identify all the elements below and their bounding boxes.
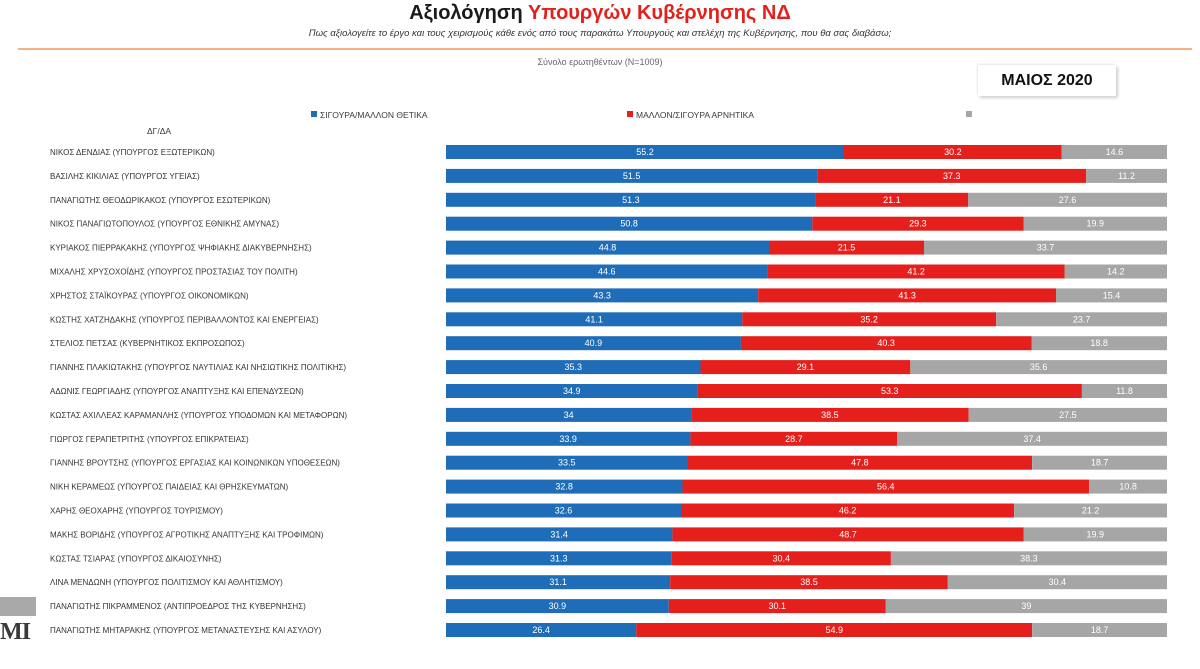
value-label-no-answer: 37.4 <box>1023 434 1041 444</box>
row-label: ΚΩΣΤΗΣ ΧΑΤΖΗΔΑΚΗΣ (ΥΠΟΥΡΓΟΣ ΠΕΡΙΒΑΛΛΟΝΤΟ… <box>50 315 319 324</box>
value-label-positive: 51.3 <box>622 195 640 205</box>
value-label-positive: 44.6 <box>598 267 616 277</box>
value-label-no-answer: 18.7 <box>1091 625 1109 635</box>
value-label-no-answer: 35.6 <box>1030 362 1048 372</box>
value-label-negative: 47.8 <box>851 458 869 468</box>
value-label-negative: 28.7 <box>785 434 803 444</box>
value-label-positive: 35.3 <box>565 362 583 372</box>
value-label-negative: 30.4 <box>773 553 791 563</box>
value-label-positive: 32.8 <box>555 482 573 492</box>
value-label-negative: 54.9 <box>826 625 844 635</box>
value-label-positive: 51.5 <box>623 171 641 181</box>
value-label-positive: 31.4 <box>550 529 568 539</box>
value-label-no-answer: 11.8 <box>1116 386 1133 396</box>
value-label-negative: 38.5 <box>800 577 818 587</box>
value-label-no-answer: 18.7 <box>1091 458 1109 468</box>
value-label-negative: 29.1 <box>797 362 815 372</box>
value-label-no-answer: 39 <box>1021 601 1031 611</box>
value-label-negative: 46.2 <box>839 506 857 516</box>
row-label: ΚΥΡΙΑΚΟΣ ΠΙΕΡΡΑΚΑΚΗΣ (ΥΠΟΥΡΓΟΣ ΨΗΦΙΑΚΗΣ … <box>50 244 312 253</box>
row-label: ΒΑΣΙΛΗΣ ΚΙΚΙΛΙΑΣ (ΥΠΟΥΡΓΟΣ ΥΓΕΙΑΣ) <box>50 172 200 181</box>
value-label-no-answer: 21.2 <box>1082 506 1100 516</box>
value-label-positive: 41.1 <box>585 314 603 324</box>
value-label-positive: 40.9 <box>585 338 603 348</box>
row-label: ΚΩΣΤΑΣ ΤΣΙΑΡΑΣ (ΥΠΟΥΡΓΟΣ ΔΙΚΑΙΟΣΥΝΗΣ) <box>50 554 222 563</box>
value-label-negative: 30.1 <box>769 601 787 611</box>
value-label-positive: 31.1 <box>549 577 567 587</box>
value-label-no-answer: 15.4 <box>1103 290 1121 300</box>
value-label-positive: 30.9 <box>549 601 567 611</box>
value-label-no-answer: 19.9 <box>1087 219 1105 229</box>
value-label-negative: 30.2 <box>944 147 962 157</box>
row-label: ΠΑΝΑΓΙΩΤΗΣ ΠΙΚΡΑΜΜΕΝΟΣ (ΑΝΤΙΠΡΟΕΔΡΟΣ ΤΗΣ… <box>50 602 306 611</box>
value-label-positive: 55.2 <box>636 147 654 157</box>
value-label-no-answer: 18.8 <box>1090 338 1108 348</box>
value-label-no-answer: 11.2 <box>1118 171 1135 181</box>
row-label: ΚΩΣΤΑΣ ΑΧΙΛΛΕΑΣ ΚΑΡΑΜΑΝΛΗΣ (ΥΠΟΥΡΓΟΣ ΥΠΟ… <box>50 411 347 420</box>
value-label-positive: 50.8 <box>620 219 638 229</box>
value-label-negative: 21.5 <box>838 243 856 253</box>
row-label: ΝΙΚΟΣ ΠΑΝΑΓΙΩΤΟΠΟΥΛΟΣ (ΥΠΟΥΡΓΟΣ ΕΘΝΙΚΗΣ … <box>50 220 279 229</box>
row-label: ΠΑΝΑΓΙΩΤΗΣ ΜΗΤΑΡΑΚΗΣ (ΥΠΟΥΡΓΟΣ ΜΕΤΑΝΑΣΤΕ… <box>50 626 322 635</box>
row-label: ΠΑΝΑΓΙΩΤΗΣ ΘΕΟΔΩΡΙΚΑΚΟΣ (ΥΠΟΥΡΓΟΣ ΕΣΩΤΕΡ… <box>50 196 271 205</box>
row-label: ΓΙΑΝΝΗΣ ΠΛΑΚΙΩΤΑΚΗΣ (ΥΠΟΥΡΓΟΣ ΝΑΥΤΙΛΙΑΣ … <box>50 363 346 372</box>
row-label: ΓΙΩΡΓΟΣ ΓΕΡΑΠΕΤΡΙΤΗΣ (ΥΠΟΥΡΓΟΣ ΕΠΙΚΡΑΤΕΙ… <box>50 435 249 444</box>
value-label-negative: 40.3 <box>877 338 895 348</box>
row-label: ΧΑΡΗΣ ΘΕΟΧΑΡΗΣ (ΥΠΟΥΡΓΟΣ ΤΟΥΡΙΣΜΟΥ) <box>50 507 223 516</box>
logo-mark <box>0 597 36 616</box>
value-label-positive: 33.5 <box>558 458 576 468</box>
value-label-positive: 44.8 <box>599 243 617 253</box>
value-label-negative: 48.7 <box>839 529 857 539</box>
row-label: ΣΤΕΛΙΟΣ ΠΕΤΣΑΣ (ΚΥΒΕΡΝΗΤΙΚΟΣ ΕΚΠΡΟΣΩΠΟΣ) <box>50 339 245 348</box>
value-label-no-answer: 27.5 <box>1059 410 1077 420</box>
value-label-negative: 38.5 <box>821 410 839 420</box>
value-label-negative: 41.3 <box>898 290 916 300</box>
value-label-positive: 34.9 <box>563 386 581 396</box>
row-label: ΓΙΑΝΝΗΣ ΒΡΟΥΤΣΗΣ (ΥΠΟΥΡΓΟΣ ΕΡΓΑΣΙΑΣ ΚΑΙ … <box>50 459 340 468</box>
value-label-no-answer: 14.6 <box>1106 147 1124 157</box>
row-label: ΑΔΩΝΙΣ ΓΕΩΡΓΙΑΔΗΣ (ΥΠΟΥΡΓΟΣ ΑΝΑΠΤΥΞΗΣ ΚΑ… <box>50 387 304 396</box>
value-label-positive: 33.9 <box>559 434 577 444</box>
row-label: ΝΙΚΗ ΚΕΡΑΜΕΩΣ (ΥΠΟΥΡΓΟΣ ΠΑΙΔΕΙΑΣ ΚΑΙ ΘΡΗ… <box>50 483 289 492</box>
value-label-no-answer: 27.6 <box>1059 195 1077 205</box>
value-label-positive: 34 <box>564 410 574 420</box>
row-label: ΝΙΚΟΣ ΔΕΝΔΙΑΣ (ΥΠΟΥΡΓΟΣ ΕΞΩΤΕΡΙΚΩΝ) <box>50 148 215 157</box>
value-label-no-answer: 14.2 <box>1107 267 1125 277</box>
row-label: ΛΙΝΑ ΜΕΝΔΩΝΗ (ΥΠΟΥΡΓΟΣ ΠΟΛΙΤΙΣΜΟΥ ΚΑΙ ΑΘ… <box>50 578 283 587</box>
value-label-negative: 56.4 <box>877 482 895 492</box>
value-label-negative: 21.1 <box>883 195 901 205</box>
value-label-no-answer: 33.7 <box>1037 243 1055 253</box>
value-label-positive: 32.6 <box>555 506 573 516</box>
value-label-positive: 26.4 <box>532 625 550 635</box>
value-label-no-answer: 23.7 <box>1073 314 1091 324</box>
value-label-negative: 53.3 <box>881 386 899 396</box>
value-label-negative: 37.3 <box>943 171 961 181</box>
value-label-positive: 31.3 <box>550 553 568 563</box>
row-label: ΜΑΚΗΣ ΒΟΡΙΔΗΣ (ΥΠΟΥΡΓΟΣ ΑΓΡΟΤΙΚΗΣ ΑΝΑΠΤΥ… <box>50 530 324 539</box>
row-label: ΜΙΧΑΛΗΣ ΧΡΥΣΟΧΟΪΔΗΣ (ΥΠΟΥΡΓΟΣ ΠΡΟΣΤΑΣΙΑΣ… <box>50 268 298 277</box>
value-label-negative: 41.2 <box>907 267 925 277</box>
value-label-no-answer: 19.9 <box>1087 529 1105 539</box>
value-label-negative: 35.2 <box>860 314 878 324</box>
value-label-no-answer: 10.8 <box>1119 482 1137 492</box>
logo-text: MI <box>0 618 30 646</box>
value-label-negative: 29.3 <box>909 219 927 229</box>
value-label-no-answer: 38.3 <box>1020 553 1038 563</box>
row-label: ΧΡΗΣΤΟΣ ΣΤΑΪΚΟΥΡΑΣ (ΥΠΟΥΡΓΟΣ ΟΙΚΟΝΟΜΙΚΩΝ… <box>50 291 249 300</box>
value-label-positive: 43.3 <box>593 290 611 300</box>
value-label-no-answer: 30.4 <box>1049 577 1067 587</box>
